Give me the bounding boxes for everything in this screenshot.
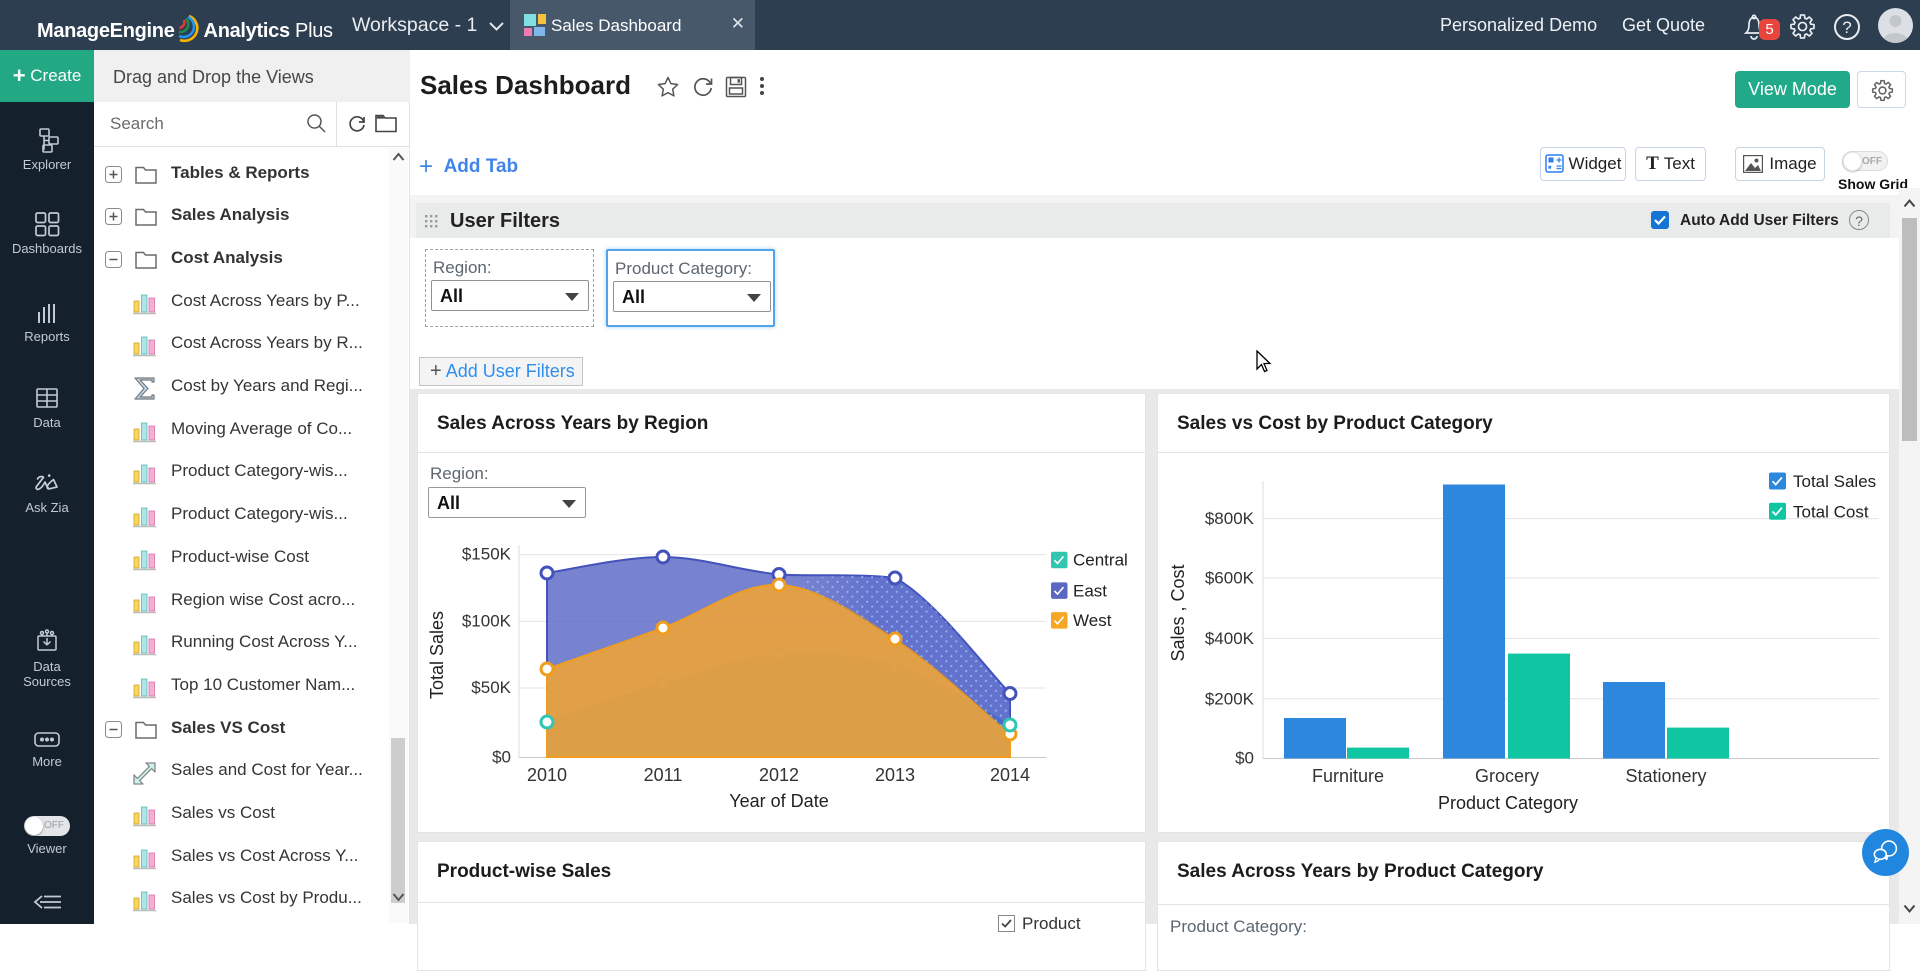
svg-text:$150K: $150K [462, 545, 512, 564]
svg-text:Total Sales: Total Sales [1793, 472, 1876, 491]
svg-text:Furniture: Furniture [1312, 766, 1384, 786]
svg-text:Total Sales: Total Sales [427, 611, 447, 699]
svg-text:$400K: $400K [1205, 629, 1255, 648]
svg-text:West: West [1073, 611, 1112, 630]
svg-text:2011: 2011 [644, 765, 683, 785]
svg-text:Central: Central [1073, 551, 1128, 570]
svg-text:2014: 2014 [990, 765, 1030, 785]
svg-text:Stationery: Stationery [1625, 766, 1706, 786]
svg-text:2012: 2012 [759, 765, 799, 785]
svg-text:Sales , Cost: Sales , Cost [1168, 564, 1188, 661]
svg-text:$100K: $100K [462, 611, 512, 630]
svg-text:Grocery: Grocery [1475, 766, 1539, 786]
svg-text:East: East [1073, 581, 1107, 600]
svg-text:Year of Date: Year of Date [729, 791, 828, 811]
svg-text:$0: $0 [1235, 749, 1254, 768]
svg-text:Total Cost: Total Cost [1793, 502, 1869, 521]
svg-text:2010: 2010 [527, 765, 567, 785]
svg-text:$0: $0 [492, 748, 511, 767]
svg-text:2013: 2013 [875, 765, 915, 785]
svg-text:$50K: $50K [471, 678, 511, 697]
svg-text:$200K: $200K [1205, 689, 1255, 708]
svg-text:Product Category: Product Category [1438, 793, 1578, 813]
svg-text:$800K: $800K [1205, 509, 1255, 528]
svg-text:$600K: $600K [1205, 568, 1255, 587]
